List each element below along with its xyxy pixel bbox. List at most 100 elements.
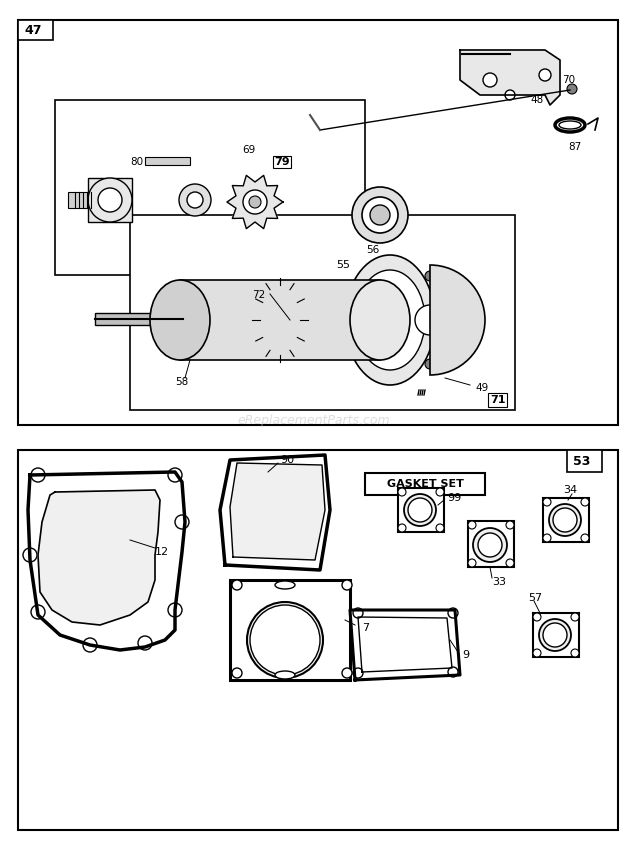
Circle shape: [543, 623, 567, 647]
Bar: [170, 310, 188, 313]
Bar: [330, 255, 365, 275]
Polygon shape: [220, 455, 330, 570]
Text: 80: 80: [130, 157, 143, 167]
Circle shape: [398, 488, 406, 496]
Circle shape: [539, 619, 571, 651]
Text: 58: 58: [175, 377, 188, 387]
Ellipse shape: [555, 118, 585, 132]
Circle shape: [436, 524, 444, 532]
Ellipse shape: [559, 121, 581, 129]
Bar: [145, 157, 190, 165]
Circle shape: [232, 668, 242, 678]
Circle shape: [31, 468, 45, 482]
Circle shape: [533, 649, 541, 657]
Circle shape: [468, 559, 476, 567]
Text: 56: 56: [366, 245, 379, 255]
Text: 33: 33: [492, 577, 506, 587]
Text: 7: 7: [362, 623, 369, 633]
Bar: [55, 100, 365, 275]
Circle shape: [187, 192, 203, 208]
Text: eReplacementParts.com: eReplacementParts.com: [238, 413, 391, 427]
Bar: [170, 307, 188, 309]
Circle shape: [581, 498, 589, 506]
Circle shape: [581, 534, 589, 542]
Text: 49: 49: [475, 383, 488, 393]
Bar: [170, 325, 188, 327]
Circle shape: [168, 468, 182, 482]
Circle shape: [571, 649, 579, 657]
Circle shape: [370, 205, 390, 225]
Bar: [398, 488, 444, 532]
Circle shape: [567, 84, 577, 94]
Polygon shape: [350, 610, 460, 680]
Bar: [95, 313, 183, 325]
Circle shape: [415, 305, 445, 335]
Circle shape: [342, 580, 352, 590]
Bar: [567, 450, 602, 472]
Text: 90: 90: [280, 455, 294, 465]
Circle shape: [353, 668, 363, 678]
Bar: [88, 178, 132, 222]
Text: 53: 53: [573, 455, 591, 468]
Circle shape: [533, 613, 541, 621]
Ellipse shape: [275, 581, 295, 589]
Circle shape: [468, 521, 476, 529]
Ellipse shape: [275, 671, 295, 679]
Text: 55: 55: [336, 260, 350, 270]
Circle shape: [473, 528, 507, 562]
Text: 69: 69: [242, 145, 255, 155]
Bar: [170, 314, 188, 316]
Polygon shape: [227, 175, 283, 229]
Ellipse shape: [355, 270, 425, 370]
Circle shape: [506, 559, 514, 567]
Polygon shape: [230, 463, 325, 560]
Circle shape: [98, 188, 122, 212]
Bar: [18, 20, 618, 425]
Circle shape: [398, 524, 406, 532]
Circle shape: [448, 667, 458, 677]
Text: GASKET SET: GASKET SET: [387, 479, 464, 489]
Circle shape: [543, 498, 551, 506]
Bar: [18, 20, 53, 40]
Bar: [130, 215, 515, 410]
Circle shape: [353, 608, 363, 618]
Circle shape: [352, 187, 408, 243]
Circle shape: [342, 668, 352, 678]
Circle shape: [250, 605, 320, 675]
Text: 48: 48: [530, 95, 543, 105]
Wedge shape: [430, 265, 485, 375]
Bar: [468, 521, 514, 567]
Bar: [543, 498, 589, 542]
Bar: [170, 328, 188, 331]
Circle shape: [179, 184, 211, 216]
Circle shape: [571, 613, 579, 621]
Circle shape: [505, 90, 515, 100]
Polygon shape: [28, 472, 185, 650]
Circle shape: [478, 533, 502, 557]
Circle shape: [138, 636, 152, 650]
Circle shape: [362, 197, 398, 233]
Circle shape: [425, 271, 435, 281]
Circle shape: [31, 605, 45, 619]
Circle shape: [549, 504, 581, 536]
Ellipse shape: [345, 255, 435, 385]
Bar: [365, 473, 485, 495]
Ellipse shape: [350, 280, 410, 360]
Circle shape: [83, 638, 97, 652]
Circle shape: [232, 580, 242, 590]
Text: 47: 47: [24, 24, 42, 37]
Circle shape: [249, 196, 261, 208]
Text: 71: 71: [490, 395, 506, 405]
Circle shape: [543, 534, 551, 542]
Ellipse shape: [150, 280, 210, 360]
Text: 34: 34: [563, 485, 577, 495]
Circle shape: [243, 190, 267, 214]
Text: 87: 87: [568, 142, 581, 152]
Bar: [18, 450, 618, 830]
Text: 9: 9: [462, 650, 469, 660]
Text: 99: 99: [447, 493, 461, 503]
Polygon shape: [460, 50, 560, 105]
Text: 57: 57: [528, 593, 542, 603]
Circle shape: [506, 521, 514, 529]
Circle shape: [408, 498, 432, 522]
